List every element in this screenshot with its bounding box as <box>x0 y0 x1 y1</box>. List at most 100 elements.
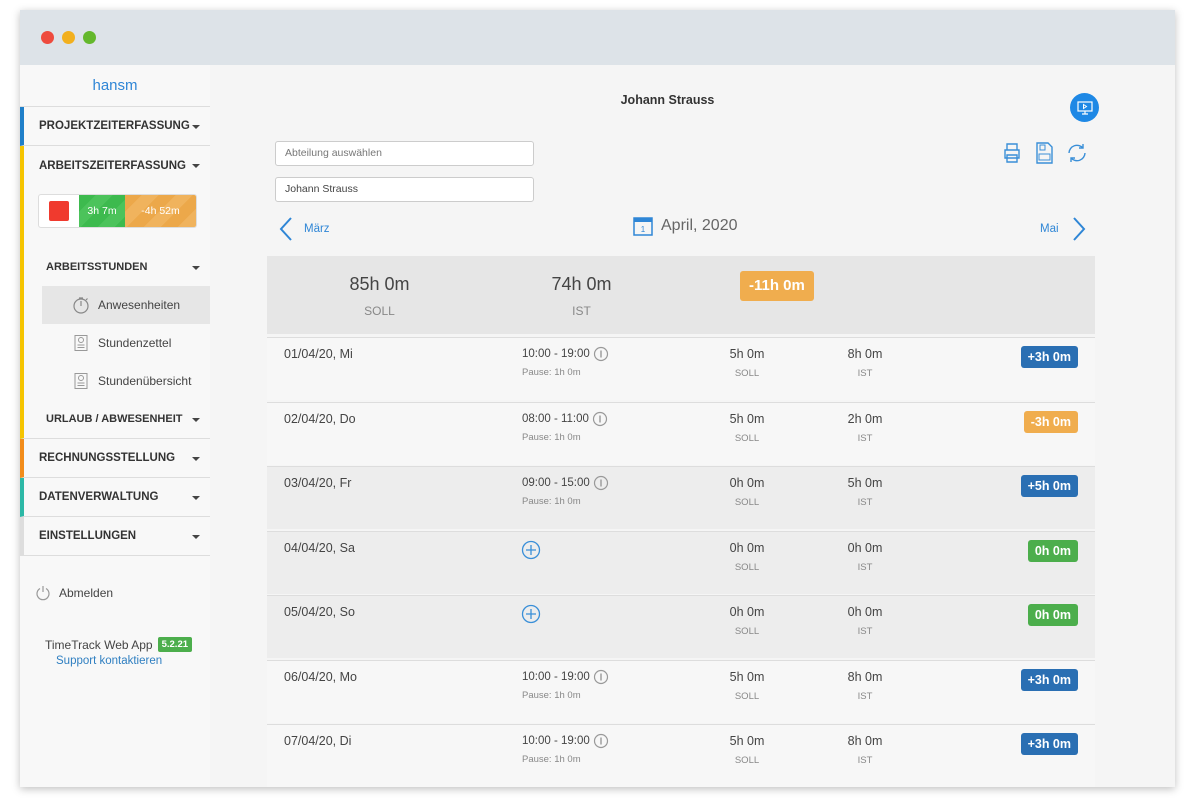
sidebar-item-stundenuebersicht[interactable]: Stundenübersicht <box>42 362 210 400</box>
power-icon <box>36 586 50 601</box>
day-ist-label: IST <box>857 561 873 573</box>
sidebar-item-anwesenheiten[interactable]: Anwesenheiten <box>42 286 210 324</box>
calendar-icon[interactable]: 1 <box>632 215 654 237</box>
prev-month-button[interactable]: März <box>278 216 330 242</box>
day-diff-badge: 0h 0m <box>1027 604 1078 626</box>
sidebar-section-arbeitszeiterfassung[interactable]: ARBEITSZEITERFASSUNG <box>24 146 210 185</box>
logout-label: Abmelden <box>59 586 114 600</box>
day-row[interactable]: 07/04/20, Di 10:00 - 19:00 Pause: 1h 0m 5h… <box>267 724 1095 787</box>
app-window: hansm PROJEKTZEITERFASSUNG ARBEITSZEITER… <box>20 10 1175 787</box>
username[interactable]: hansm <box>20 65 210 107</box>
pause-text: Pause: 1h 0m <box>522 754 581 765</box>
day-soll: 5h 0m <box>729 411 765 426</box>
day-date: 07/04/20, Di <box>284 734 352 748</box>
item-label: Anwesenheiten <box>98 298 181 312</box>
day-ist: 2h 0m <box>847 411 883 426</box>
time-range: 10:00 - 19:00 <box>522 348 590 360</box>
minimize-window-button[interactable] <box>62 31 75 44</box>
day-row[interactable]: 01/04/20, Mi 10:00 - 19:00 Pause: 1h 0m 5h… <box>267 337 1095 400</box>
month-summary: 85h 0m SOLL 74h 0m IST -11h 0m <box>267 256 1095 334</box>
day-date: 05/04/20, So <box>284 605 355 619</box>
day-ist: 8h 0m <box>847 347 883 361</box>
day-soll: 5h 0m <box>729 669 765 684</box>
next-month-label: Mai <box>1040 223 1059 235</box>
day-row[interactable]: 02/04/20, Do 08:00 - 11:00 Pause: 1h 0m 5h… <box>267 401 1095 465</box>
version-badge: 5.2.21 <box>157 637 193 652</box>
summary-ist-label: IST <box>572 304 591 318</box>
day-row[interactable]: 04/04/20, Sa 0h 0m SOLL 0h 0m IST 0h 0m <box>267 530 1095 594</box>
sidebar-sub-urlaub[interactable]: URLAUB / ABWESENHEIT <box>24 400 210 438</box>
day-soll: 0h 0m <box>729 476 765 490</box>
info-icon[interactable] <box>593 669 609 685</box>
monitor-play-icon <box>1076 100 1093 115</box>
add-entry-icon[interactable] <box>521 604 541 624</box>
pause-text: Pause: 1h 0m <box>522 431 581 443</box>
app-info: TimeTrack Web App 5.2.21 <box>45 637 193 652</box>
main-content: Johann Strauss Abteilung auswählen Johan… <box>210 65 1175 787</box>
item-label: Stundenzettel <box>98 336 172 350</box>
support-link[interactable]: Support kontaktieren <box>56 655 163 667</box>
print-icon[interactable] <box>1000 141 1024 165</box>
refresh-icon[interactable] <box>1065 141 1089 165</box>
day-ist: 0h 0m <box>847 540 883 555</box>
day-diff-badge: -3h 0m <box>1023 410 1078 433</box>
day-soll: 5h 0m <box>729 347 765 361</box>
day-date: 04/04/20, Sa <box>284 540 355 555</box>
day-date: 06/04/20, Mo <box>284 669 357 684</box>
caret-down-icon <box>192 266 200 270</box>
day-soll: 0h 0m <box>729 540 765 555</box>
sidebar-section-rechnungsstellung[interactable]: RECHNUNGSSTELLUNG <box>20 439 210 478</box>
logout-button[interactable]: Abmelden <box>35 585 113 601</box>
sidebar-section-einstellungen[interactable]: EINSTELLUNGEN <box>20 517 210 556</box>
section-label: EINSTELLUNGEN <box>39 530 137 542</box>
summary-diff-badge: -11h 0m <box>740 271 814 301</box>
day-row[interactable]: 05/04/20, So 0h 0m SOLL 0h 0m IST 0h 0m <box>267 595 1095 658</box>
maximize-window-button[interactable] <box>83 31 96 44</box>
info-icon[interactable] <box>592 411 608 427</box>
stop-button[interactable] <box>39 195 79 227</box>
info-icon[interactable] <box>593 475 609 491</box>
csv-export-icon[interactable] <box>1032 141 1056 165</box>
next-month-button[interactable]: Mai <box>1040 216 1087 242</box>
day-date: 03/04/20, Fr <box>284 476 352 490</box>
day-ist-label: IST <box>857 626 873 637</box>
month-label: April, 2020 <box>661 217 738 234</box>
sidebar: hansm PROJEKTZEITERFASSUNG ARBEITSZEITER… <box>20 65 210 787</box>
summary-soll: 85h 0m <box>349 274 410 294</box>
day-soll-label: SOLL <box>734 561 760 573</box>
app-name: TimeTrack Web App <box>45 637 153 652</box>
pause-text: Pause: 1h 0m <box>522 689 581 701</box>
sidebar-sub-arbeitsstunden[interactable]: ARBEITSSTUNDEN <box>24 248 210 286</box>
stop-icon <box>49 201 69 221</box>
sidebar-section-projektzeiterfassung[interactable]: PROJEKTZEITERFASSUNG <box>20 107 210 146</box>
close-window-button[interactable] <box>41 31 54 44</box>
summary-soll-label: SOLL <box>364 304 395 318</box>
time-range: 08:00 - 11:00 <box>522 412 589 425</box>
day-soll: 0h 0m <box>729 605 765 619</box>
department-select[interactable]: Abteilung auswählen <box>275 141 534 166</box>
remaining-time: -4h 52m <box>125 195 196 227</box>
day-ist-label: IST <box>857 432 873 444</box>
info-icon[interactable] <box>593 346 609 362</box>
day-row[interactable]: 03/04/20, Fr 09:00 - 15:00 Pause: 1h 0m 0h… <box>267 466 1095 529</box>
video-tutorial-button[interactable] <box>1070 93 1099 122</box>
employee-select[interactable]: Johann Strauss <box>275 177 534 202</box>
arbeitszeit-group: ARBEITSZEITERFASSUNG 3h 7m -4h 52m ARBEI… <box>20 146 210 439</box>
sub-label: URLAUB / ABWESENHEIT <box>46 413 183 425</box>
day-diff-badge: +5h 0m <box>1020 475 1078 497</box>
day-diff-badge: +3h 0m <box>1020 733 1078 755</box>
sidebar-section-datenverwaltung[interactable]: DATENVERWALTUNG <box>20 478 210 517</box>
add-entry-icon[interactable] <box>521 540 541 560</box>
day-ist-label: IST <box>857 755 873 766</box>
section-label: RECHNUNGSSTELLUNG <box>39 452 176 464</box>
section-label: ARBEITSZEITERFASSUNG <box>39 159 186 172</box>
day-ist: 8h 0m <box>847 669 883 684</box>
prev-month-label: März <box>304 223 330 235</box>
info-icon[interactable] <box>593 733 609 749</box>
time-range: 09:00 - 15:00 <box>522 477 590 489</box>
sidebar-item-stundenzettel[interactable]: Stundenzettel <box>42 324 210 362</box>
day-ist: 0h 0m <box>847 605 883 619</box>
day-row[interactable]: 06/04/20, Mo 10:00 - 19:00 Pause: 1h 0m 5h… <box>267 659 1095 723</box>
day-diff-badge: 0h 0m <box>1027 539 1078 562</box>
caret-down-icon <box>192 125 200 129</box>
